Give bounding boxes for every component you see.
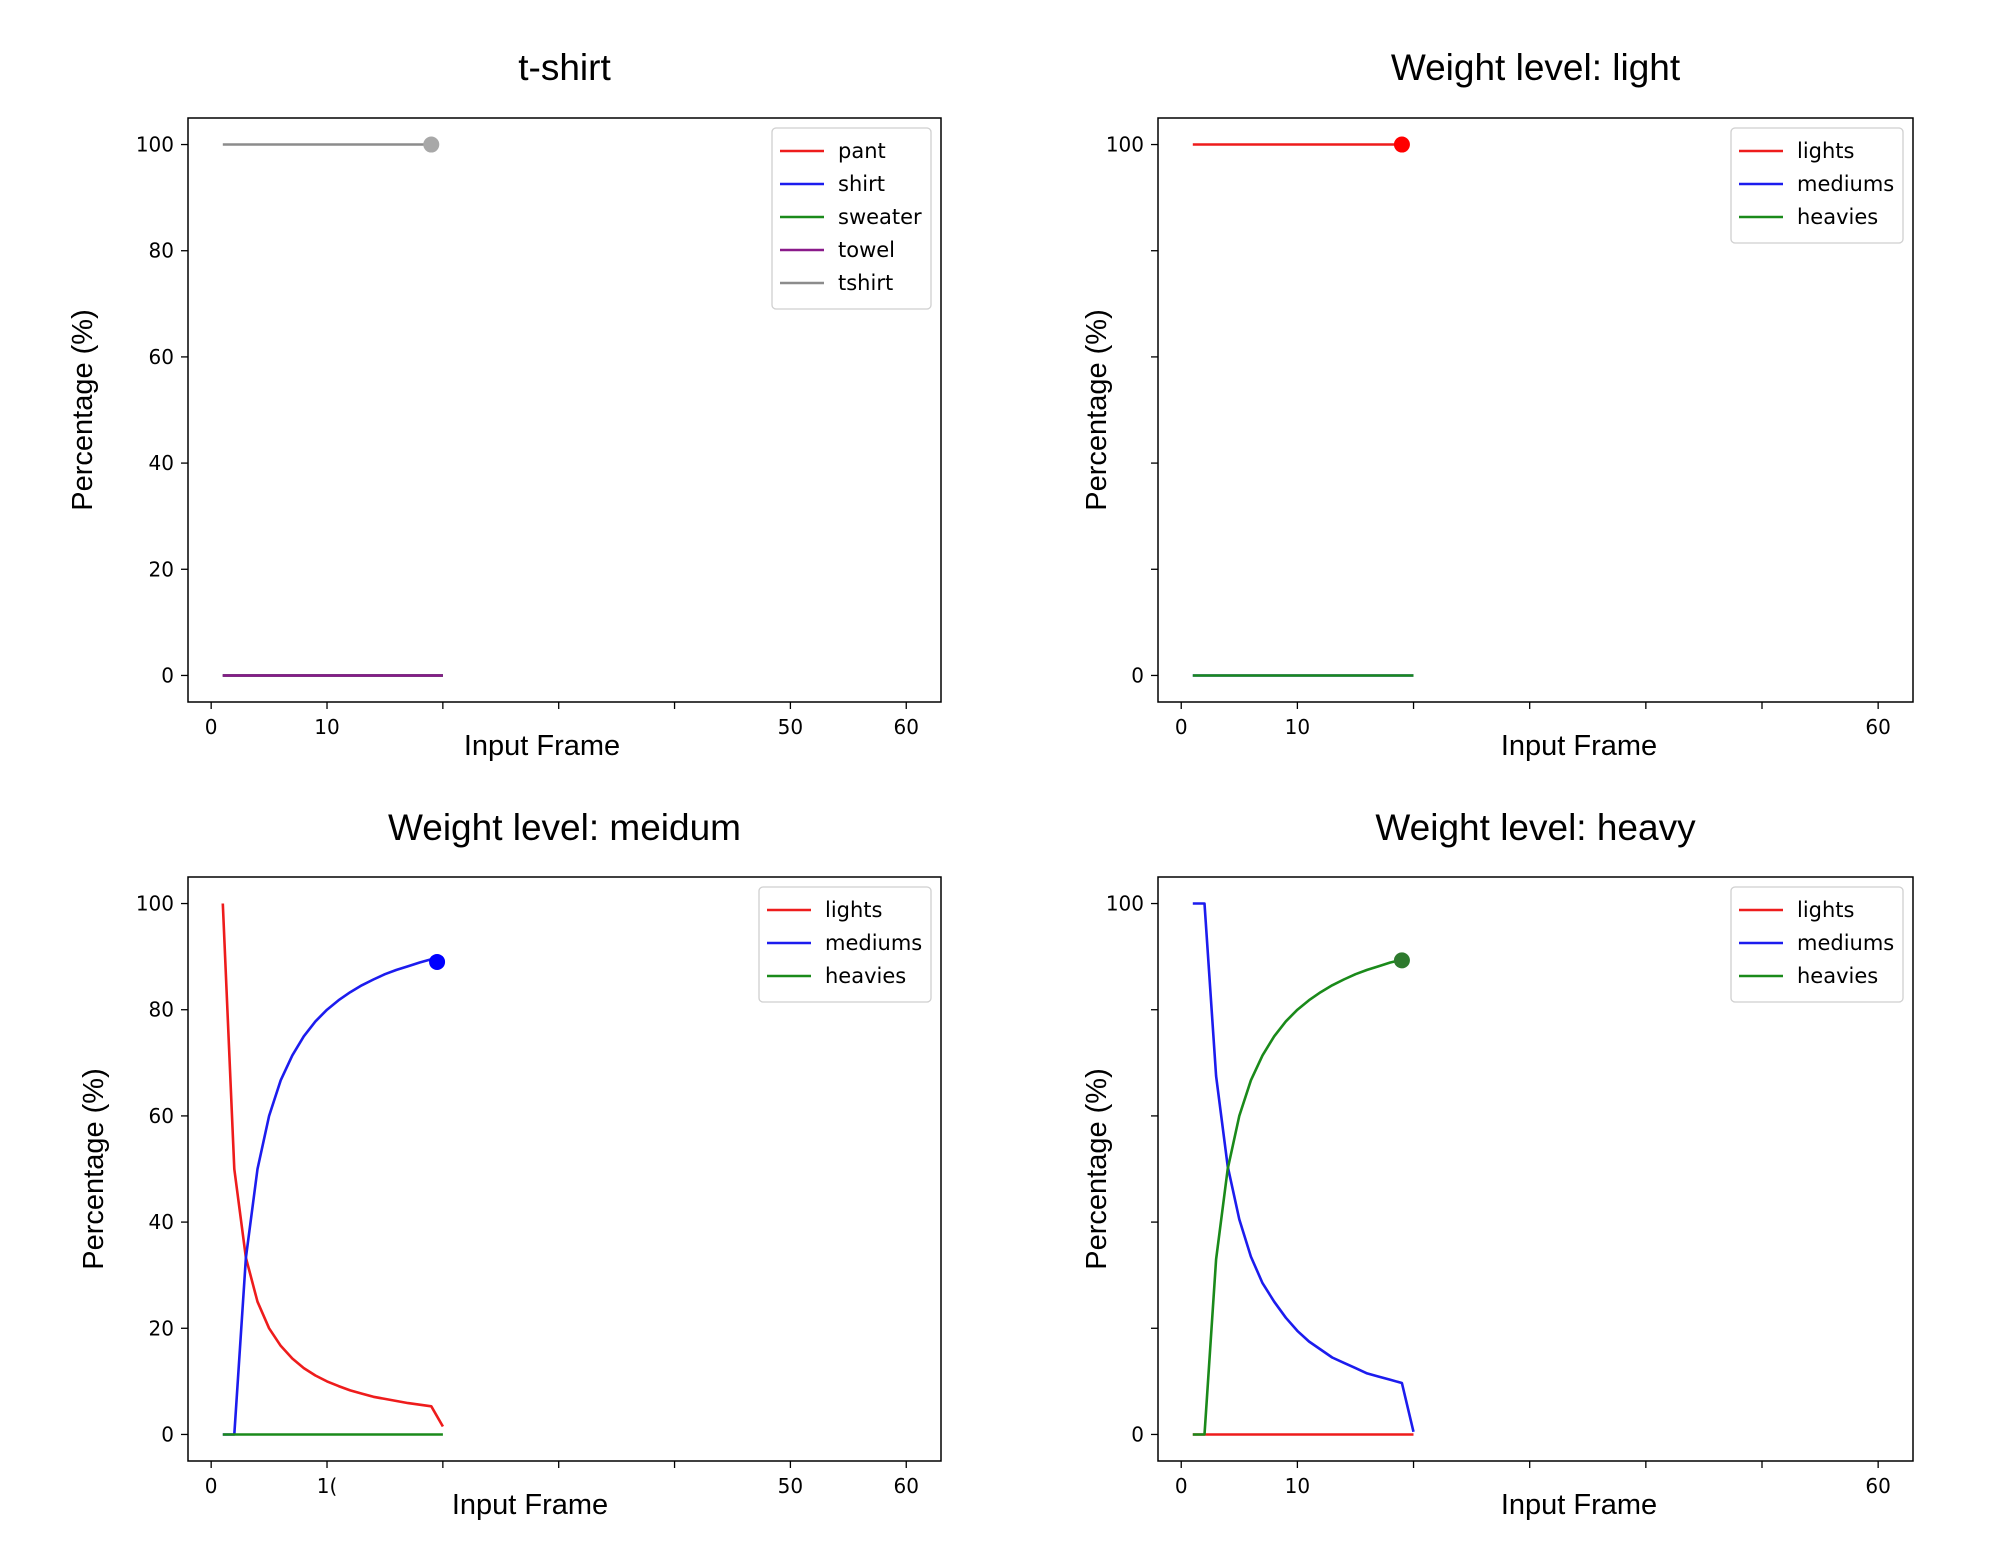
y-tick-label: 100 [136,892,174,916]
x-tick-label: 0 [205,715,218,739]
x-tick-label: 1( [317,1474,338,1498]
chart-title: Weight level: meidum [388,807,741,848]
x-tick-label: 60 [1865,1474,1890,1498]
x-tick-label: 60 [894,715,919,739]
axes-frame [1157,876,1914,1462]
x-tick-label: 0 [1175,715,1188,739]
axes-frame [187,117,942,703]
x-tick-label: 10 [1285,1474,1310,1498]
legend: lights mediums heavies [758,886,932,1003]
series-line-lights [221,903,445,1428]
y-tick-label: 0 [161,663,174,687]
legend: lights mediums heavies [1730,127,1904,244]
axes-frame [187,876,942,1462]
y-tick-label: 40 [149,1210,174,1234]
legend-box [771,127,932,310]
legend-entry: pant [838,139,886,163]
subplot-1: t-shirt 0 10 50 60 0 20 40 60 80 100 Input Frame Per… [67,47,942,762]
series-line-mediums [1192,902,1415,1433]
y-axis-label: Percentage (%) [67,309,99,511]
legend-entry: heavies [825,964,906,988]
y-axis-label: Percentage (%) [1081,309,1113,511]
legend-entry: heavies [1797,205,1878,229]
y-axis-label: Percentage (%) [1081,1068,1113,1270]
legend-box [1730,886,1904,1003]
y-tick-label: 0 [1131,1422,1144,1446]
x-axis-label: Input Frame [464,730,620,762]
x-tick-label: 0 [205,1474,218,1498]
legend: lights mediums heavies [1730,886,1904,1003]
x-axis-label: Input Frame [1501,730,1657,762]
y-tick-label: 100 [1106,892,1144,916]
y-axis-label: Percentage (%) [78,1068,110,1270]
legend-box [758,886,932,1003]
legend-entry: mediums [825,931,922,955]
y-tick-label: 60 [149,1104,174,1128]
end-point-marker [423,136,440,153]
y-tick-label: 20 [149,1316,174,1340]
legend-box [1730,127,1904,244]
legend-entry: lights [1797,139,1854,163]
y-tick-label: 0 [161,1422,174,1446]
subplot-2: Weight level: light 0 10 60 0 100 Input Frame P… [1081,47,1914,762]
x-tick-label: 60 [894,1474,919,1498]
legend-entry: lights [825,898,882,922]
legend-entry: sweater [838,205,922,229]
y-tick-label: 20 [149,557,174,581]
legend-entry: shirt [838,172,885,196]
y-tick-label: 100 [1106,133,1144,157]
x-tick-label: 0 [1175,1474,1188,1498]
chart-title: Weight level: light [1391,47,1681,88]
y-tick-label: 80 [149,998,174,1022]
subplot-3: Weight level: meidum 0 1( 50 60 0 20 40 60 80 100 I… [78,807,942,1521]
y-tick-label: 100 [136,133,174,157]
end-point-marker [1393,952,1410,969]
y-tick-label: 80 [149,239,174,263]
chart-title: Weight level: heavy [1375,807,1696,848]
x-axis-label: Input Frame [452,1489,608,1521]
series-line-heavies [1192,958,1403,1436]
y-tick-label: 0 [1131,663,1144,687]
legend-entry: mediums [1797,172,1894,196]
end-point-marker [429,953,446,970]
y-tick-label: 60 [149,345,174,369]
x-tick-label: 10 [1285,715,1310,739]
y-tick-label: 40 [149,451,174,475]
x-tick-label: 60 [1865,715,1890,739]
legend-entry: tshirt [838,271,893,295]
x-tick-label: 50 [778,715,803,739]
axes-frame [1157,117,1914,703]
x-tick-label: 50 [778,1474,803,1498]
x-tick-label: 10 [314,715,339,739]
x-axis-label: Input Frame [1501,1489,1657,1521]
legend-entry: mediums [1797,931,1894,955]
legend-entry: lights [1797,898,1854,922]
legend-entry: towel [838,238,895,262]
subplot-4: Weight level: heavy 0 10 60 0 100 Input Frame P… [1081,807,1914,1521]
end-point-marker [1393,136,1410,153]
chart-title: t-shirt [518,47,611,88]
legend-entry: heavies [1797,964,1878,988]
legend: pant shirt sweater towel tshirt [771,127,932,310]
series-line-mediums [222,957,443,1436]
